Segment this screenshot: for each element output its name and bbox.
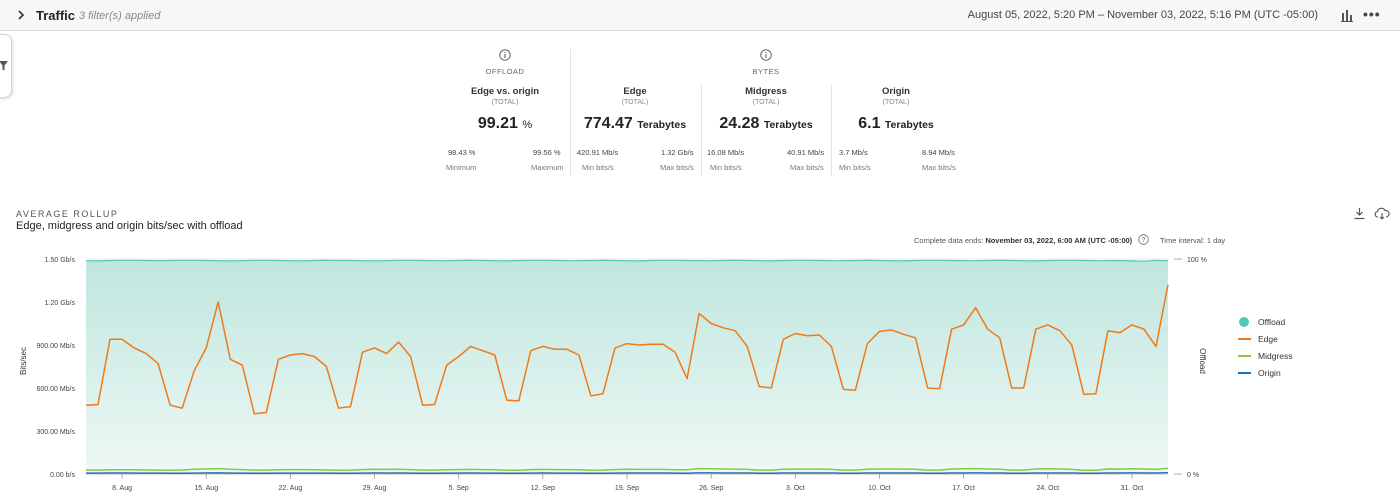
info-icon[interactable]: [760, 49, 772, 61]
x-tick-label: 24. Oct: [1036, 485, 1059, 492]
series-lines: [85, 259, 1169, 475]
y-tick-label: 900.00 Mb/s: [36, 343, 75, 350]
more-options-icon[interactable]: •••: [1363, 6, 1381, 22]
info-icon[interactable]: [499, 49, 511, 61]
legend-swatch: [1238, 355, 1251, 357]
metric-value: 24.28 Terabytes: [719, 115, 813, 132]
panel-title: Traffic: [36, 8, 76, 23]
metric-total-label: (TOTAL): [621, 99, 649, 106]
x-tick-label: 5. Sep: [449, 485, 469, 492]
stat-min-value: 98.43 %: [448, 148, 476, 157]
stat-min-value: 16.08 Mb/s: [707, 148, 745, 157]
x-tick-label: 8. Aug: [112, 485, 132, 492]
legend-swatch: [1238, 372, 1251, 374]
x-tick-label: 29. Aug: [363, 485, 387, 492]
y-tick-label: 300.00 Mb/s: [36, 429, 75, 436]
metric-value: 99.21 %: [477, 115, 533, 132]
x-tick-label: 10. Oct: [868, 485, 891, 492]
x-tick-label: 15. Aug: [194, 485, 218, 492]
svg-text:?: ?: [1142, 237, 1146, 244]
metric-total-label: (TOTAL): [882, 99, 910, 106]
stat-min-label: Min bits/s: [710, 163, 742, 172]
stat-max-label: Maximum: [531, 163, 564, 172]
metric-name: Midgress: [745, 86, 787, 97]
y-tick-label: 1.20 Gb/s: [45, 300, 76, 307]
y-axis-label: Bits/sec: [19, 347, 28, 375]
cloud-download-icon[interactable]: [1374, 207, 1390, 220]
series-line-edge[interactable]: [85, 284, 1169, 415]
stat-min-label: Min bits/s: [839, 163, 871, 172]
metric-midgress: Midgress (TOTAL) 24.28 Terabytes: [701, 86, 831, 133]
chevron-right-icon[interactable]: [14, 8, 28, 22]
metric-name: Edge: [623, 86, 647, 97]
x-tick-label: 17. Oct: [952, 485, 975, 492]
bytes-group-label: BYTES: [752, 67, 780, 76]
help-icon[interactable]: ?: [1138, 234, 1149, 245]
filter-panel-toggle[interactable]: [0, 34, 12, 98]
summary-metrics: OFFLOAD BYTES Edge vs. origin (TOTAL) 99…: [440, 44, 970, 184]
y2-axis-ticks: 0 % 100 %: [1174, 257, 1207, 479]
offload-group-label: OFFLOAD: [485, 67, 525, 76]
stat-max-label: Max bits/s: [790, 163, 824, 172]
filter-icon: [0, 61, 8, 71]
y-axis-ticks: 0.00 b/s 300.00 Mb/s 600.00 Mb/s 900.00 Mb/…: [36, 257, 75, 479]
metric-name: Origin: [882, 86, 910, 97]
stat-max-value: 99.56 %: [533, 148, 561, 157]
metric-name: Edge vs. origin: [470, 86, 540, 97]
x-tick-label: 22. Aug: [279, 485, 303, 492]
time-interval: Time interval: 1 day: [1160, 236, 1226, 245]
y-tick-label: 600.00 Mb/s: [36, 386, 75, 393]
series-line-origin[interactable]: [86, 471, 1169, 475]
y2-tick-label: 0 %: [1187, 472, 1199, 479]
metric-value: 774.47 Terabytes: [583, 115, 687, 132]
metric-edge-vs-origin: Edge vs. origin (TOTAL) 99.21 %: [440, 86, 570, 133]
stat-max-value: 1.32 Gb/s: [661, 148, 694, 157]
chart-title: Edge, midgress and origin bits/sec with …: [16, 220, 243, 232]
y-tick-label: 1.50 Gb/s: [45, 257, 76, 264]
top-bar: Traffic 3 filter(s) applied August 05, 2…: [0, 0, 1400, 31]
metric-edge: Edge (TOTAL) 774.47 Terabytes: [570, 86, 700, 133]
x-tick-label: 12. Sep: [531, 485, 555, 492]
metric-origin: Origin (TOTAL) 6.1 Terabytes: [831, 86, 961, 133]
date-range[interactable]: August 05, 2022, 5:20 PM – November 03, …: [967, 9, 1318, 21]
series-line-offload[interactable]: [85, 259, 1169, 262]
stat-min-value: 3.7 Mb/s: [839, 148, 868, 157]
x-tick-label: 19. Sep: [615, 485, 639, 492]
x-tick-label: 31. Oct: [1121, 485, 1144, 492]
divider: [701, 84, 702, 176]
y-tick-label: 0.00 b/s: [50, 472, 75, 479]
stat-min-value: 420.91 Mb/s: [577, 148, 619, 157]
divider: [831, 84, 832, 176]
x-tick-label: 26. Sep: [699, 485, 723, 492]
legend-swatch: [1238, 338, 1251, 340]
offload-area: [86, 260, 1168, 474]
traffic-line-chart[interactable]: 0.00 b/s 300.00 Mb/s 600.00 Mb/s 900.00 Mb/…: [0, 248, 1230, 502]
series-line-midgress[interactable]: [85, 467, 1169, 472]
legend-swatch: [1239, 317, 1249, 327]
chart-settings-icon[interactable]: [1339, 7, 1355, 23]
download-icon[interactable]: [1353, 207, 1366, 220]
stat-min-label: Minimum: [446, 163, 477, 172]
x-tick-label: 3. Oct: [786, 485, 805, 492]
metric-total-label: (TOTAL): [752, 99, 780, 106]
stat-max-label: Max bits/s: [660, 163, 694, 172]
y2-axis-label: Offload: [1198, 348, 1207, 374]
stat-max-value: 8.94 Mb/s: [922, 148, 955, 157]
stat-max-label: Max bits/s: [922, 163, 956, 172]
metric-total-label: (TOTAL): [491, 99, 519, 106]
complete-data-notice: Complete data ends: November 03, 2022, 6…: [914, 236, 1133, 245]
offload-area-fill: [86, 260, 1168, 474]
stat-min-label: Min bits/s: [582, 163, 614, 172]
x-axis-ticks: 8. Aug 15. Aug 22. Aug 29. Aug 5. Sep 12. Sep…: [112, 474, 1143, 492]
filters-applied[interactable]: 3 filter(s) applied: [79, 10, 161, 22]
section-label: AVERAGE ROLLUP: [16, 209, 119, 219]
y2-tick-label: 100 %: [1187, 257, 1207, 264]
stat-max-value: 40.91 Mb/s: [787, 148, 825, 157]
metric-value: 6.1 Terabytes: [858, 115, 934, 132]
divider: [570, 49, 571, 176]
